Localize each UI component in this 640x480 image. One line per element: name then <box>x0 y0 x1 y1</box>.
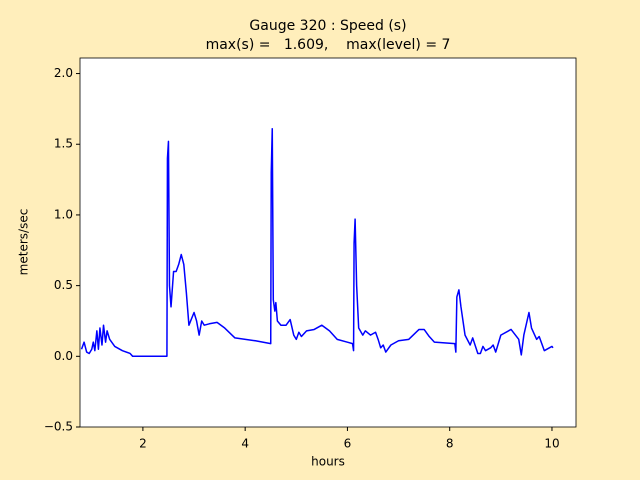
y-tick-label: 2.0 <box>54 66 73 80</box>
y-tick-label: 1.0 <box>54 207 73 221</box>
x-tick-label: 6 <box>344 437 352 451</box>
y-axis-label: meters/sec <box>17 209 31 276</box>
chart-subtitle: max(s) = 1.609, max(level) = 7 <box>206 37 451 53</box>
y-tick-label: 0.0 <box>54 349 73 363</box>
y-tick-label: 1.5 <box>54 137 73 151</box>
plot-area <box>80 58 576 427</box>
x-tick-label: 4 <box>241 437 249 451</box>
x-tick-label: 8 <box>446 437 454 451</box>
x-tick-label: 10 <box>544 437 559 451</box>
chart-title: Gauge 320 : Speed (s) <box>249 18 406 34</box>
y-tick-label: −0.5 <box>44 420 73 434</box>
data-line <box>80 127 554 358</box>
y-tick-label: 0.5 <box>54 278 73 292</box>
plot-frame <box>79 57 577 428</box>
x-tick-label: 2 <box>139 437 147 451</box>
x-axis-label: hours <box>311 455 345 469</box>
